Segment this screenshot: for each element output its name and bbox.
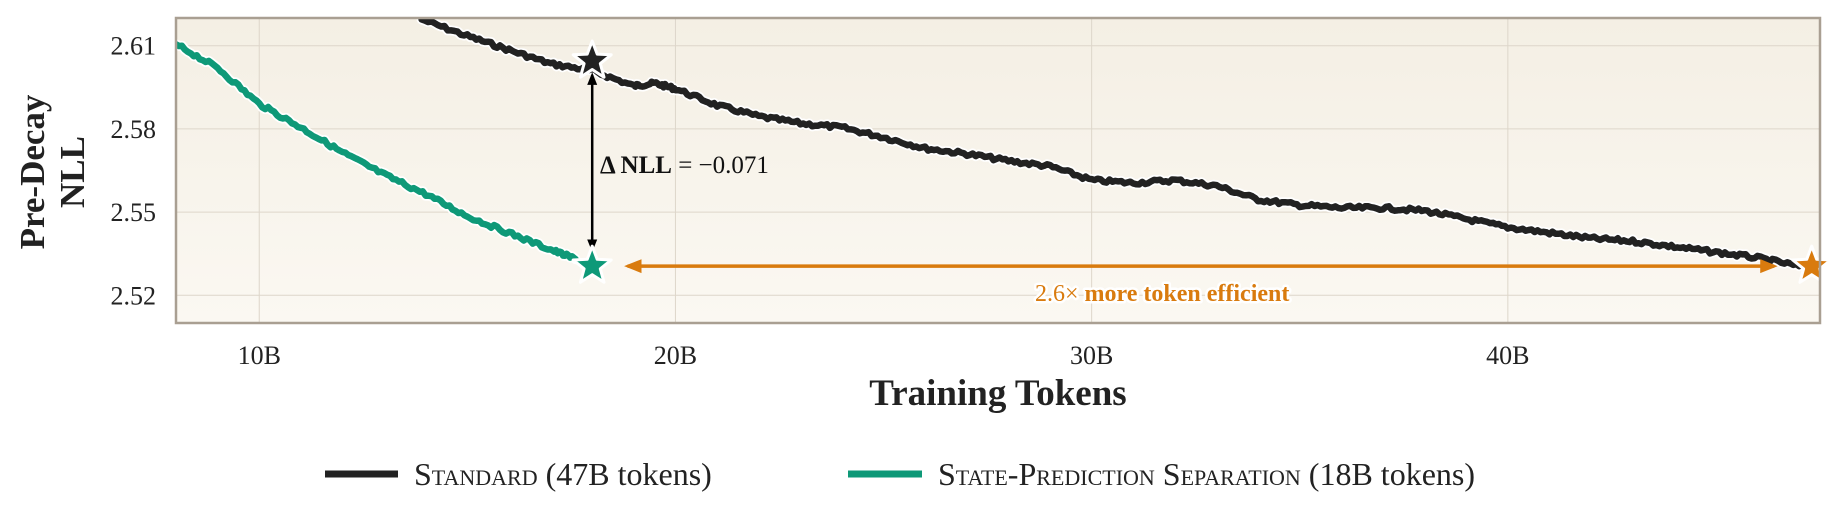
y-tick-label: 2.58: [111, 115, 157, 144]
sps-series-line: [176, 41, 579, 263]
legend-standard-suffix: (47B tokens): [538, 456, 712, 492]
legend-sps-label: State-Prediction Separation (18B tokens): [938, 456, 1475, 492]
legend-standard-name: Standard: [414, 456, 538, 492]
tick-layer: 10B 20B 30B 40B 2.61 2.58 2.55 2.52: [111, 32, 1530, 370]
y-axis-title-line2: NLL: [53, 136, 92, 208]
y-tick-label: 2.61: [111, 32, 157, 61]
legend-standard-label: Standard (47B tokens): [414, 456, 712, 492]
y-tick-label: 2.52: [111, 281, 157, 310]
legend: Standard (47B tokens) State-Prediction S…: [325, 456, 1475, 492]
y-axis-title-line1: Pre-Decay: [13, 94, 52, 249]
standard-series-line: [418, 18, 1803, 270]
y-axis-title: Pre-Decay NLL: [13, 94, 92, 249]
delta-nll-prefix: Δ NLL: [600, 152, 672, 179]
x-axis-title: Training Tokens: [869, 373, 1126, 414]
delta-nll-label: Δ NLL = −0.071: [600, 152, 769, 179]
plot-frame: [174, 16, 1822, 325]
efficiency-label: 2.6× more token efficient: [1035, 281, 1289, 307]
y-tick-label: 2.55: [111, 198, 157, 227]
standard-at-18b-star: [571, 39, 613, 79]
legend-sps-name: State-Prediction Separation: [938, 456, 1301, 492]
x-tick-label: 30B: [1070, 341, 1113, 370]
annotation-layer: [587, 72, 1778, 274]
series-layer: [176, 18, 1805, 272]
sps-final-star: [571, 244, 613, 284]
delta-nll-value: = −0.071: [672, 152, 769, 179]
efficiency-text: more token efficient: [1079, 281, 1290, 307]
efficiency-value: 2.6×: [1035, 281, 1079, 307]
legend-sps-suffix: (18B tokens): [1301, 456, 1475, 492]
x-tick-label: 20B: [654, 341, 697, 370]
standard-final-star: [1791, 244, 1833, 284]
x-tick-label: 40B: [1486, 341, 1529, 370]
x-tick-label: 10B: [238, 341, 281, 370]
marker-layer: [571, 39, 1833, 284]
plot-background: [176, 18, 1820, 323]
